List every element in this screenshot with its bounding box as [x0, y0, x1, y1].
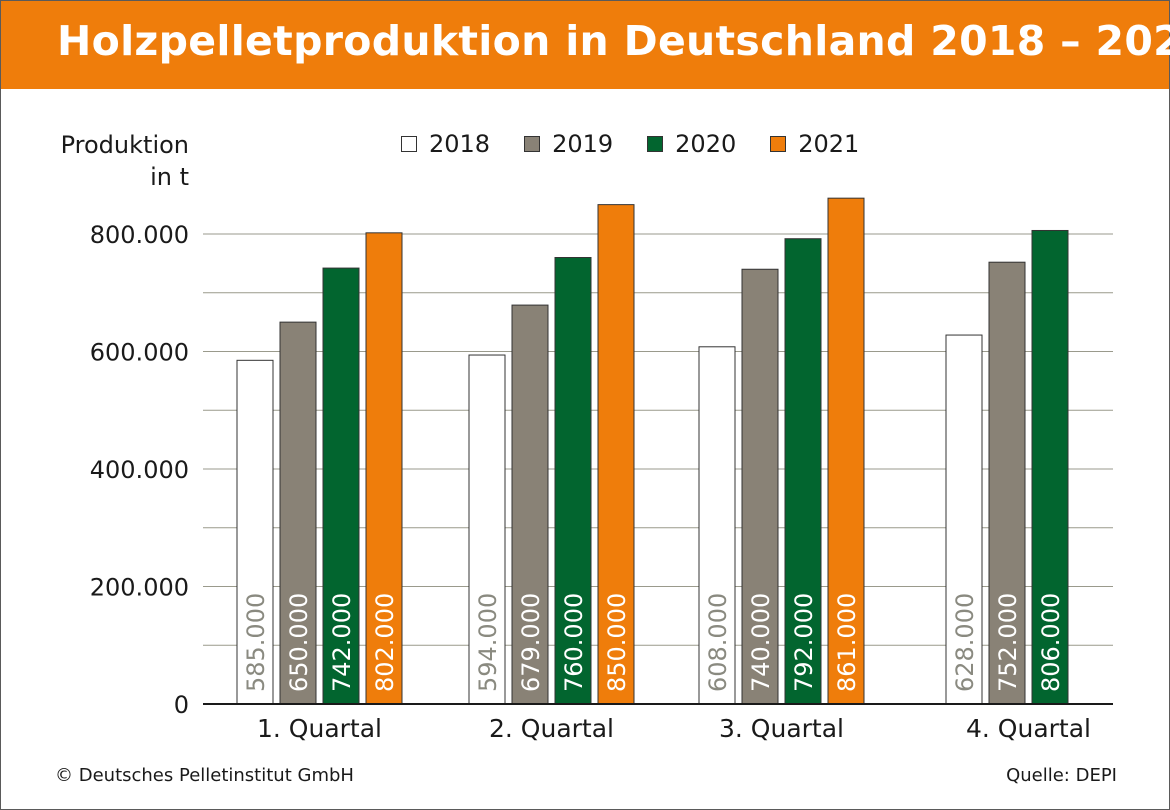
y-tick-label: 200.000 — [90, 574, 189, 602]
y-tick-label: 400.000 — [90, 456, 189, 484]
data-label-2019-4: 752.000 — [994, 593, 1022, 692]
y-tick-label: 0 — [174, 691, 189, 719]
legend-item-2020: 2020 — [647, 130, 736, 158]
data-label-2018-4: 628.000 — [951, 593, 979, 692]
bar-2020-4 — [1031, 229, 1069, 705]
source-note: Quelle: DEPI — [1006, 765, 1117, 786]
data-label-2019-1: 650.000 — [285, 593, 313, 692]
bar-2021-1 — [365, 232, 403, 705]
y-axis-label-line-1: Produktion — [60, 131, 189, 159]
bar-2018-4 — [945, 334, 983, 705]
data-label-2020-2: 760.000 — [560, 593, 588, 692]
data-label-2020-4: 806.000 — [1037, 593, 1065, 692]
y-axis-label-line-2: in t — [150, 163, 189, 191]
data-label-2019-3: 740.000 — [747, 593, 775, 692]
bar-2021-2 — [597, 204, 635, 705]
legend-swatch-2020 — [647, 136, 664, 152]
copyright-note: © Deutsches Pelletinstitut GmbH — [55, 765, 354, 786]
legend-label-2020: 2020 — [675, 130, 737, 158]
legend-item-2021: 2021 — [770, 130, 859, 158]
legend-label-2021: 2021 — [798, 130, 860, 158]
bar-2018-2 — [468, 354, 506, 705]
data-label-2018-3: 608.000 — [704, 593, 732, 692]
bar-2018-3 — [698, 346, 736, 705]
data-label-2020-1: 742.000 — [328, 593, 356, 692]
x-tick-label: 1. Quartal — [257, 714, 382, 743]
legend-item-2019: 2019 — [524, 130, 613, 158]
legend-swatch-2018 — [401, 136, 417, 152]
bar-2020-2 — [554, 257, 592, 705]
legend-swatch-2019 — [524, 136, 541, 152]
data-label-2018-2: 594.000 — [474, 593, 502, 692]
x-tick-label: 4. Quartal — [966, 714, 1091, 743]
data-label-2019-2: 679.000 — [517, 593, 545, 692]
x-tick-label: 2. Quartal — [489, 714, 614, 743]
bar-2020-3 — [784, 238, 822, 705]
bar-2020-1 — [322, 267, 360, 705]
title-banner: Holzpelletproduktion in Deutschland 2018… — [1, 1, 1170, 89]
bar-2021-3 — [827, 197, 865, 705]
legend: 2018 2019 2020 2021 — [401, 129, 893, 159]
legend-label-2018: 2018 — [429, 130, 491, 158]
x-tick-label: 3. Quartal — [719, 714, 844, 743]
y-tick-label: 600.000 — [90, 339, 189, 367]
chart-title: Holzpelletproduktion in Deutschland 2018… — [57, 17, 1170, 65]
bar-2019-3 — [741, 268, 779, 705]
legend-swatch-2021 — [770, 136, 787, 152]
bar-2019-1 — [279, 321, 317, 705]
data-label-2021-2: 850.000 — [603, 593, 631, 692]
data-label-2021-3: 861.000 — [833, 593, 861, 692]
bar-2019-2 — [511, 304, 549, 705]
legend-label-2019: 2019 — [552, 130, 614, 158]
data-label-2018-1: 585.000 — [242, 593, 270, 692]
data-label-2021-1: 802.000 — [371, 593, 399, 692]
y-tick-label: 800.000 — [90, 221, 189, 249]
legend-item-2018: 2018 — [401, 130, 490, 158]
y-axis-label: Produktion in t — [55, 129, 189, 193]
data-label-2020-3: 792.000 — [790, 593, 818, 692]
bar-2018-1 — [236, 359, 274, 705]
